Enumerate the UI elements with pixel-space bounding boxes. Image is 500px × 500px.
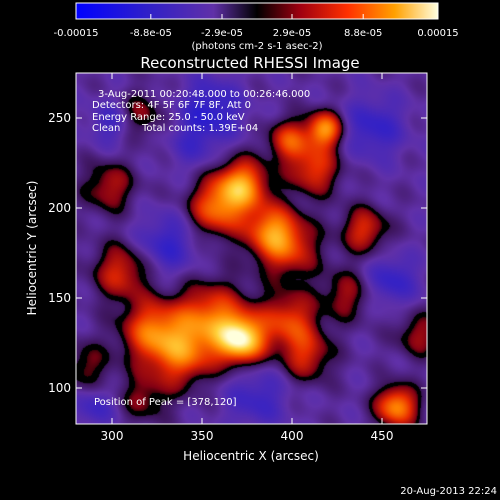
axis-ticks: 300 350 400 450 100 150 200 250 — [48, 73, 427, 443]
annotation-detectors: Detectors: 4F 5F 6F 7F 8F, Att 0 — [92, 100, 251, 111]
colorbar-tick-label: 0.00015 — [417, 28, 458, 39]
footer-timestamp: 20-Aug-2013 22:24 — [400, 486, 497, 497]
chart-title: Reconstructed RHESSI Image — [140, 54, 359, 72]
colorbar: -0.00015 -8.8e-05 -2.9e-05 2.9e-05 8.8e-05 0.… — [54, 2, 459, 52]
y-tick-label: 150 — [48, 291, 71, 305]
plot-frame — [75, 72, 428, 425]
colorbar-tick-label: -0.00015 — [54, 28, 99, 39]
y-tick-label: 250 — [48, 111, 71, 125]
colorbar-frame — [75, 2, 439, 20]
colorbar-tick-label: 2.9e-05 — [273, 28, 311, 39]
x-tick-label: 300 — [101, 429, 124, 443]
annotation-energy: Energy Range: 25.0 - 50.0 keV — [92, 112, 245, 123]
colorbar-unit-label: (photons cm-2 s-1 asec-2) — [191, 41, 322, 52]
annotations: 3-Aug-2011 00:20:48.000 to 00:26:46.000 … — [92, 89, 310, 408]
x-tick-label: 400 — [281, 429, 304, 443]
annotation-peak: Position of Peak = [378,120] — [94, 397, 237, 408]
heatmap-image — [76, 73, 427, 424]
annotation-counts: Total counts: 1.39E+04 — [141, 123, 258, 134]
x-axis-label: Heliocentric X (arcsec) — [183, 449, 319, 463]
x-tick-label: 450 — [371, 429, 394, 443]
annotation-time: 3-Aug-2011 00:20:48.000 to 00:26:46.000 — [98, 89, 310, 100]
y-tick-label: 100 — [48, 381, 71, 395]
colorbar-gradient — [76, 3, 438, 19]
annotation-method: Clean — [92, 123, 120, 134]
y-axis-label: Heliocentric Y (arcsec) — [25, 181, 39, 316]
colorbar-tick-label: -2.9e-05 — [201, 28, 243, 39]
colorbar-tick-label: -8.8e-05 — [130, 28, 172, 39]
y-tick-label: 200 — [48, 201, 71, 215]
colorbar-tick-label: 8.8e-05 — [344, 28, 382, 39]
plot-area: 300 350 400 450 100 150 200 250 — [48, 72, 428, 443]
x-tick-label: 350 — [191, 429, 214, 443]
colorbar-ticks: -0.00015 -8.8e-05 -2.9e-05 2.9e-05 8.8e-05 0.… — [54, 14, 459, 39]
